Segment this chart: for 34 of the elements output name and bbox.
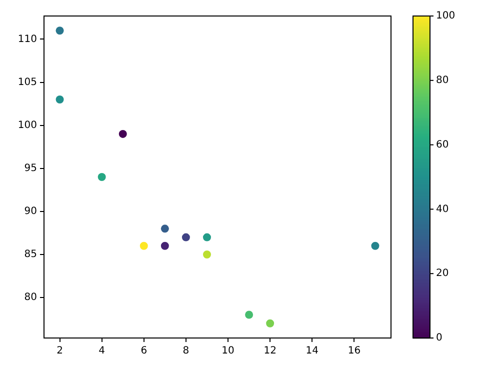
point (56, 96, 64, 104)
point (182, 233, 190, 242)
color-bar-label: 20 (436, 268, 449, 280)
point (118, 130, 127, 138)
x-tick-label: 6 (140, 346, 148, 357)
y-tick-label: 80 (24, 292, 37, 304)
y-tick-label: 85 (24, 249, 37, 260)
color-bar-label: 60 (436, 139, 449, 150)
point (202, 250, 211, 258)
y-tick-label: 100 (18, 120, 37, 131)
x-tick-label: 14 (306, 346, 319, 357)
color-bar-label: 0 (436, 332, 442, 344)
point (266, 319, 274, 328)
y-tick-label: 90 (24, 206, 37, 218)
point (56, 26, 64, 35)
x-tick-label: 10 (222, 346, 234, 357)
color-bar-label: 40 (436, 204, 449, 215)
x-tick-label: 12 (264, 346, 276, 357)
color-bar-label: 100 (436, 10, 456, 22)
color-bar-label: 80 (436, 74, 449, 86)
y-tick-label: 105 (18, 76, 37, 88)
point (245, 310, 254, 319)
y-tick-label: 110 (18, 34, 37, 45)
x-tick-label: 8 (182, 346, 190, 357)
x-tick-label: 16 (348, 346, 361, 357)
point (98, 173, 106, 181)
point (160, 224, 169, 233)
point (140, 242, 148, 250)
x-tick-label: 4 (98, 346, 106, 357)
y-tick-label: 95 (24, 162, 37, 174)
point (202, 233, 211, 242)
x-tick-label: 2 (56, 346, 63, 357)
point (160, 242, 169, 250)
point (371, 242, 380, 250)
